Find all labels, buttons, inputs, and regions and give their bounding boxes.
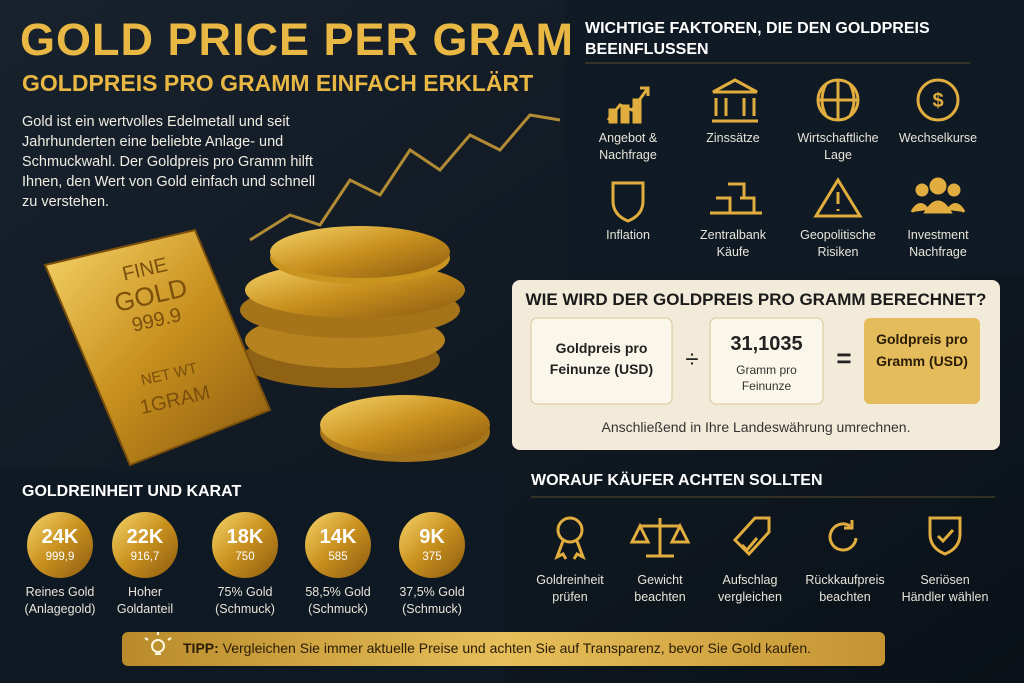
divisor-value: 31,1035 [730, 333, 803, 355]
coins [240, 226, 490, 462]
buyer-label: Goldreinheit prüfen [536, 573, 604, 604]
buyer-label: Aufschlag vergleichen [718, 573, 782, 604]
factor-label: Investment Nachfrage [907, 228, 969, 259]
karat: 24K [41, 526, 79, 548]
intro: Gold ist ein wertvolles Edelmetall und s… [22, 114, 316, 210]
formula-title: WIE WIRD DER GOLDPREIS PRO GRAMM BERECHN… [525, 290, 987, 309]
purity-label: 58,5% Gold (Schmuck) [305, 585, 371, 616]
factor-label: Wirtschaftliche Lage [797, 131, 879, 162]
title: GOLD PRICE PER GRAM [20, 14, 575, 65]
factor-label: Zinssätze [706, 131, 760, 145]
divisor-unit: Gramm pro Feinunze [736, 363, 797, 393]
karat: 14K [319, 526, 357, 548]
buyers-title: WORAUF KÄUFER ACHTEN SOLLTEN [531, 472, 823, 489]
purity-label: 75% Gold (Schmuck) [215, 585, 275, 616]
factor-label: Geopolitische Risiken [800, 228, 876, 259]
tip: TIPP: Vergleichen Sie immer aktuelle Pre… [183, 640, 883, 656]
operator: = [836, 343, 852, 373]
factor-label: Inflation [606, 228, 650, 242]
factor-label: Wechselkurse [898, 131, 978, 145]
factor-label: Zentralbank Käufe [699, 228, 766, 259]
karat: 9K [419, 526, 445, 548]
gold-bar [43, 228, 272, 467]
purity-label: Reines Gold (Anlagegold) [24, 585, 96, 616]
fineness: 916,7 [130, 551, 160, 563]
buyer-label: Rückkaufpreis beachten [805, 573, 885, 604]
factor-label: Angebot & Nachfrage [598, 131, 658, 162]
buyer-label: Gewicht beachten [634, 573, 686, 604]
purity-label: 37,5% Gold (Schmuck) [399, 585, 465, 616]
dollar-icon: $ [932, 90, 943, 112]
operator: ÷ [685, 346, 699, 373]
formula-note: Anschließend in Ihre Landeswährung umrec… [601, 419, 911, 435]
result: Goldpreis pro Gramm (USD) [876, 331, 968, 369]
purity-title: GOLDREINHEIT UND KARAT [22, 483, 242, 500]
numerator: Goldpreis pro Feinunze (USD) [549, 340, 654, 377]
fineness: 585 [328, 551, 348, 563]
subtitle: GOLDPREIS PRO GRAMM EINFACH ERKLÄRT [22, 70, 534, 96]
tip-label: TIPP: [183, 640, 219, 656]
factors-title: WICHTIGE FAKTOREN, DIE DEN GOLDPREIS BEE… [585, 20, 930, 58]
karat: 22K [126, 526, 164, 548]
fineness: 750 [235, 551, 255, 563]
tip-text: Vergleichen Sie immer aktuelle Preise un… [222, 640, 812, 656]
karat: 18K [226, 526, 264, 548]
purity-label: Hoher Goldanteil [116, 585, 174, 616]
fineness: 999,9 [45, 551, 75, 563]
buyer-label: Seriösen Händler wählen [901, 573, 989, 604]
fineness: 375 [422, 551, 442, 563]
